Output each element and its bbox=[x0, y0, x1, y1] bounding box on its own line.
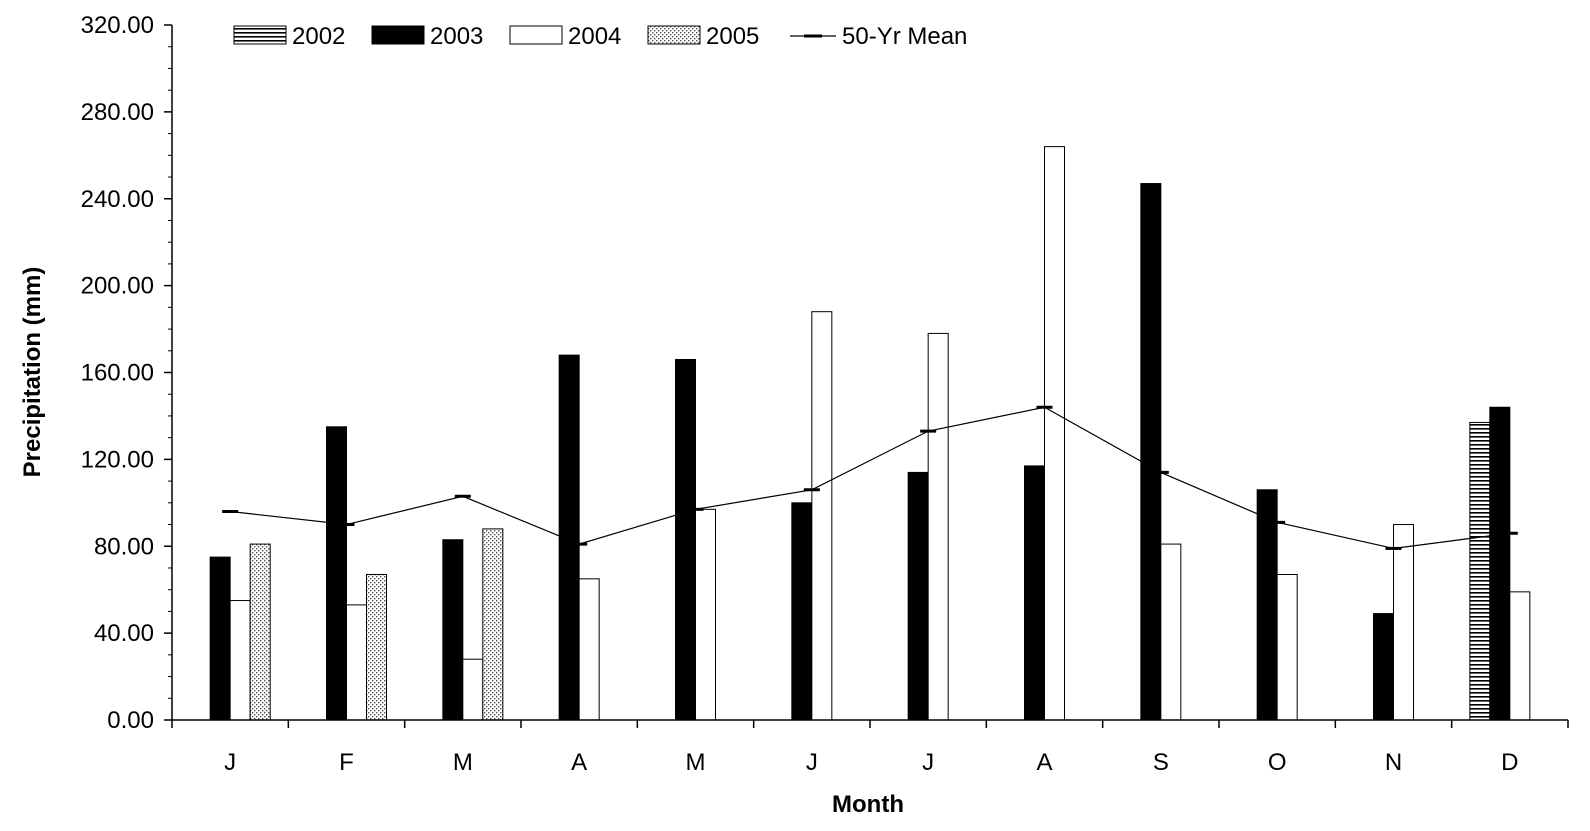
bar-2003-s-8 bbox=[1140, 183, 1162, 721]
x-tick-label-2: M bbox=[453, 749, 473, 776]
bar-2002-d-11 bbox=[1469, 421, 1491, 721]
mean-line bbox=[230, 406, 1510, 550]
bar-2004-a-7 bbox=[1044, 146, 1065, 721]
x-tick-label-4: M bbox=[686, 749, 706, 776]
y-tick-label-2: 80.00 bbox=[94, 533, 154, 560]
legend-swatch-2004 bbox=[509, 25, 563, 45]
mean-line-layer bbox=[222, 405, 1518, 550]
bar-2004-o-9 bbox=[1276, 573, 1298, 721]
x-tick-label-10: N bbox=[1385, 749, 1402, 776]
x-tick-label-3: A bbox=[571, 749, 587, 776]
y-tick-label-5: 200.00 bbox=[81, 273, 154, 300]
y-tick-label-3: 120.00 bbox=[81, 446, 154, 473]
legend-label-2004: 2004 bbox=[568, 23, 621, 50]
bar-2004-s-8 bbox=[1160, 543, 1182, 721]
bar-2004-a-3 bbox=[578, 578, 600, 721]
x-tick-label-6: J bbox=[922, 749, 934, 776]
axes-layer: 0.00 40.00 80.00 120.00 160.00 200.00 240.00 28… bbox=[81, 12, 1569, 776]
bar-2005-f-1 bbox=[366, 573, 387, 721]
legend-label-2005: 2005 bbox=[706, 23, 759, 50]
legend-swatch-2003 bbox=[371, 25, 425, 45]
bar-2004-f-1 bbox=[346, 604, 367, 721]
x-axis-title: Month bbox=[832, 791, 904, 818]
bar-2003-m-4 bbox=[675, 358, 696, 721]
x-tick-label-5: J bbox=[806, 749, 818, 776]
bar-2003-o-9 bbox=[1256, 489, 1278, 721]
bar-2004-j-6 bbox=[927, 332, 949, 721]
legend-label-2003: 2003 bbox=[430, 23, 483, 50]
y-tick-label-7: 280.00 bbox=[81, 99, 154, 126]
y-tick-label-1: 40.00 bbox=[94, 620, 154, 647]
bar-2004-j-0 bbox=[229, 600, 251, 721]
legend: 2002 2003 2004 2005 50-Yr Mean bbox=[233, 23, 967, 50]
y-axis-title: Precipitation (mm) bbox=[19, 267, 46, 478]
bar-2004-m-4 bbox=[695, 508, 716, 721]
bar-2003-m-2 bbox=[442, 539, 464, 721]
bars-layer bbox=[209, 146, 1531, 721]
x-tick-label-1: F bbox=[339, 749, 354, 776]
y-tick-label-0: 0.00 bbox=[107, 707, 154, 734]
bar-2003-f-1 bbox=[326, 426, 347, 721]
bar-2003-a-7 bbox=[1024, 465, 1045, 721]
bar-2003-j-6 bbox=[907, 471, 929, 721]
bar-2003-j-5 bbox=[791, 502, 813, 721]
x-tick-label-8: S bbox=[1153, 749, 1169, 776]
bar-2004-n-10 bbox=[1393, 524, 1414, 721]
bar-2003-n-10 bbox=[1373, 613, 1394, 721]
legend-swatch-2002 bbox=[233, 25, 287, 45]
y-tick-label-4: 160.00 bbox=[81, 360, 154, 387]
bar-2004-j-5 bbox=[811, 311, 833, 721]
bar-2004-m-2 bbox=[462, 658, 484, 721]
legend-label-2002: 2002 bbox=[292, 23, 345, 50]
legend-swatch-2005 bbox=[647, 25, 701, 45]
x-tick-label-0: J bbox=[224, 749, 236, 776]
x-tick-label-9: O bbox=[1268, 749, 1287, 776]
bar-2004-d-11 bbox=[1509, 591, 1531, 721]
bar-2005-m-2 bbox=[482, 528, 504, 721]
y-tick-label-6: 240.00 bbox=[81, 186, 154, 213]
bar-2003-j-0 bbox=[209, 556, 231, 721]
bar-2005-j-0 bbox=[249, 543, 271, 721]
y-tick-label-8: 320.00 bbox=[81, 12, 154, 39]
bar-2003-d-11 bbox=[1489, 406, 1511, 721]
legend-label-mean: 50-Yr Mean bbox=[842, 23, 967, 50]
x-tick-label-11: D bbox=[1501, 749, 1518, 776]
x-tick-label-7: A bbox=[1036, 749, 1052, 776]
